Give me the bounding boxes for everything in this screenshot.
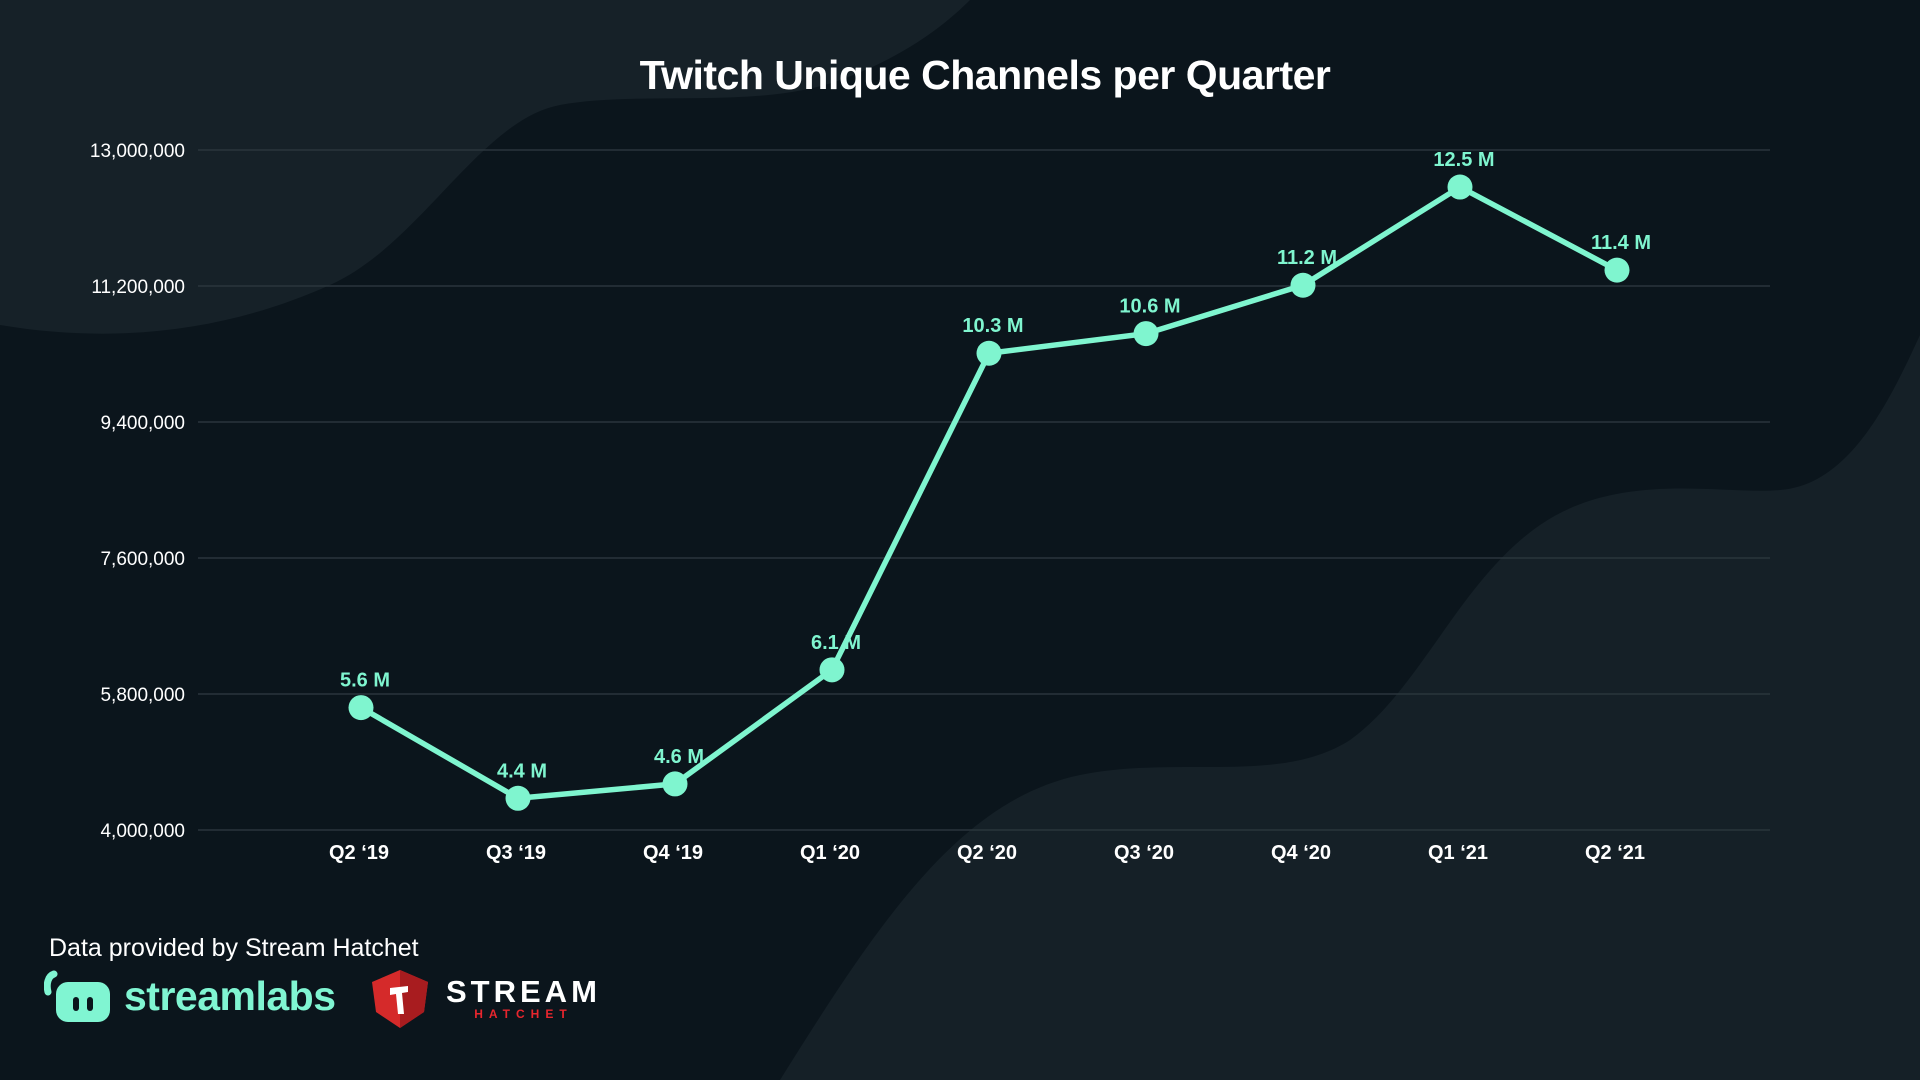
- x-tick-label: Q2 ‘21: [1585, 842, 1645, 864]
- x-tick-label: Q3 ‘19: [486, 842, 546, 864]
- y-tick-label: 7,600,000: [100, 549, 185, 570]
- y-tick-label: 5,800,000: [100, 685, 185, 706]
- data-label: 4.4 M: [497, 760, 547, 782]
- x-tick-label: Q2 ‘20: [957, 842, 1017, 864]
- data-point: [976, 340, 1002, 366]
- hatchet-wordmark-line1: STREAM: [446, 974, 601, 1009]
- data-point: [348, 695, 374, 721]
- x-tick-label: Q4 ‘20: [1271, 842, 1331, 864]
- streamlabs-logo: streamlabs: [44, 970, 336, 1022]
- data-label: 11.2 M: [1277, 247, 1337, 269]
- x-axis-ticks: Q2 ‘19 Q3 ‘19 Q4 ‘19 Q1 ‘20 Q2 ‘20 Q3 ‘20 Q4 ‘…: [329, 842, 1645, 864]
- series-line-path: [358, 184, 1620, 802]
- streamlabs-wordmark: streamlabs: [124, 972, 336, 1019]
- hatchet-wordmark-line2: HATCHET: [474, 1007, 573, 1021]
- data-label: 11.4 M: [1591, 232, 1651, 254]
- data-point: [505, 785, 531, 811]
- data-source-note: Data provided by Stream Hatchet: [49, 934, 419, 962]
- data-label: 10.3 M: [962, 315, 1023, 337]
- x-tick-label: Q3 ‘20: [1114, 842, 1174, 864]
- y-tick-label: 11,200,000: [91, 277, 185, 298]
- x-tick-label: Q1 ‘21: [1428, 842, 1488, 864]
- x-tick-label: Q4 ‘19: [643, 842, 703, 864]
- data-point: [1133, 321, 1159, 347]
- data-point: [819, 657, 845, 683]
- x-tick-label: Q2 ‘19: [329, 842, 389, 864]
- data-label: 5.6 M: [340, 670, 390, 692]
- streamlabs-icon: [44, 970, 110, 1022]
- data-label: 12.5 M: [1433, 149, 1494, 171]
- hatchet-wordmark: STREAM HATCHET: [446, 974, 601, 1021]
- x-tick-label: Q1 ‘20: [800, 842, 860, 864]
- data-point: [662, 771, 688, 797]
- y-tick-label: 4,000,000: [100, 821, 185, 842]
- y-tick-label: 13,000,000: [90, 141, 185, 162]
- stream-hatchet-logo: STREAM HATCHET: [368, 968, 601, 1030]
- hatchet-shield-icon: [372, 970, 428, 1028]
- y-tick-label: 9,400,000: [100, 413, 185, 434]
- data-labels: 5.6 M 4.4 M 4.6 M 6.1 M 10.3 M 10.6 M 11.2 M 12…: [340, 149, 1651, 782]
- series-line: [358, 184, 1620, 802]
- data-point: [1447, 174, 1473, 200]
- data-points: [348, 174, 1630, 811]
- data-point: [1604, 257, 1630, 283]
- data-label: 4.6 M: [654, 746, 704, 768]
- grid-lines: [198, 149, 1770, 831]
- data-label: 10.6 M: [1119, 296, 1180, 318]
- chart-title: Twitch Unique Channels per Quarter: [639, 52, 1331, 98]
- data-label: 6.1 M: [811, 632, 861, 654]
- y-axis-ticks: 4,000,000 5,800,000 7,600,000 9,400,000 11,2…: [90, 141, 185, 842]
- data-point: [1290, 272, 1316, 298]
